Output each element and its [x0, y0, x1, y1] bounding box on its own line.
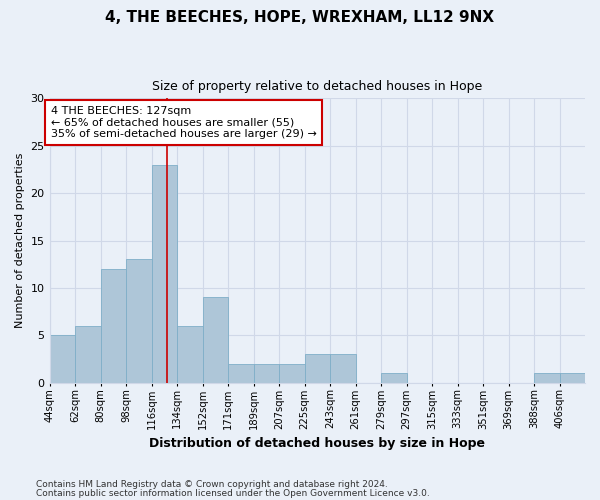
- Bar: [305, 354, 330, 382]
- Text: 4 THE BEECHES: 127sqm
← 65% of detached houses are smaller (55)
35% of semi-deta: 4 THE BEECHES: 127sqm ← 65% of detached …: [51, 106, 317, 139]
- Bar: [126, 260, 152, 382]
- Bar: [203, 298, 228, 382]
- Bar: [534, 374, 560, 382]
- Bar: [50, 336, 75, 382]
- Bar: [560, 374, 585, 382]
- Y-axis label: Number of detached properties: Number of detached properties: [15, 153, 25, 328]
- Bar: [101, 269, 126, 382]
- Bar: [152, 164, 177, 382]
- Text: 4, THE BEECHES, HOPE, WREXHAM, LL12 9NX: 4, THE BEECHES, HOPE, WREXHAM, LL12 9NX: [106, 10, 494, 25]
- Bar: [381, 374, 407, 382]
- Text: Contains public sector information licensed under the Open Government Licence v3: Contains public sector information licen…: [36, 490, 430, 498]
- Bar: [254, 364, 279, 382]
- Bar: [177, 326, 203, 382]
- Title: Size of property relative to detached houses in Hope: Size of property relative to detached ho…: [152, 80, 482, 93]
- Bar: [279, 364, 305, 382]
- Bar: [228, 364, 254, 382]
- Bar: [330, 354, 356, 382]
- Bar: [75, 326, 101, 382]
- Text: Contains HM Land Registry data © Crown copyright and database right 2024.: Contains HM Land Registry data © Crown c…: [36, 480, 388, 489]
- X-axis label: Distribution of detached houses by size in Hope: Distribution of detached houses by size …: [149, 437, 485, 450]
